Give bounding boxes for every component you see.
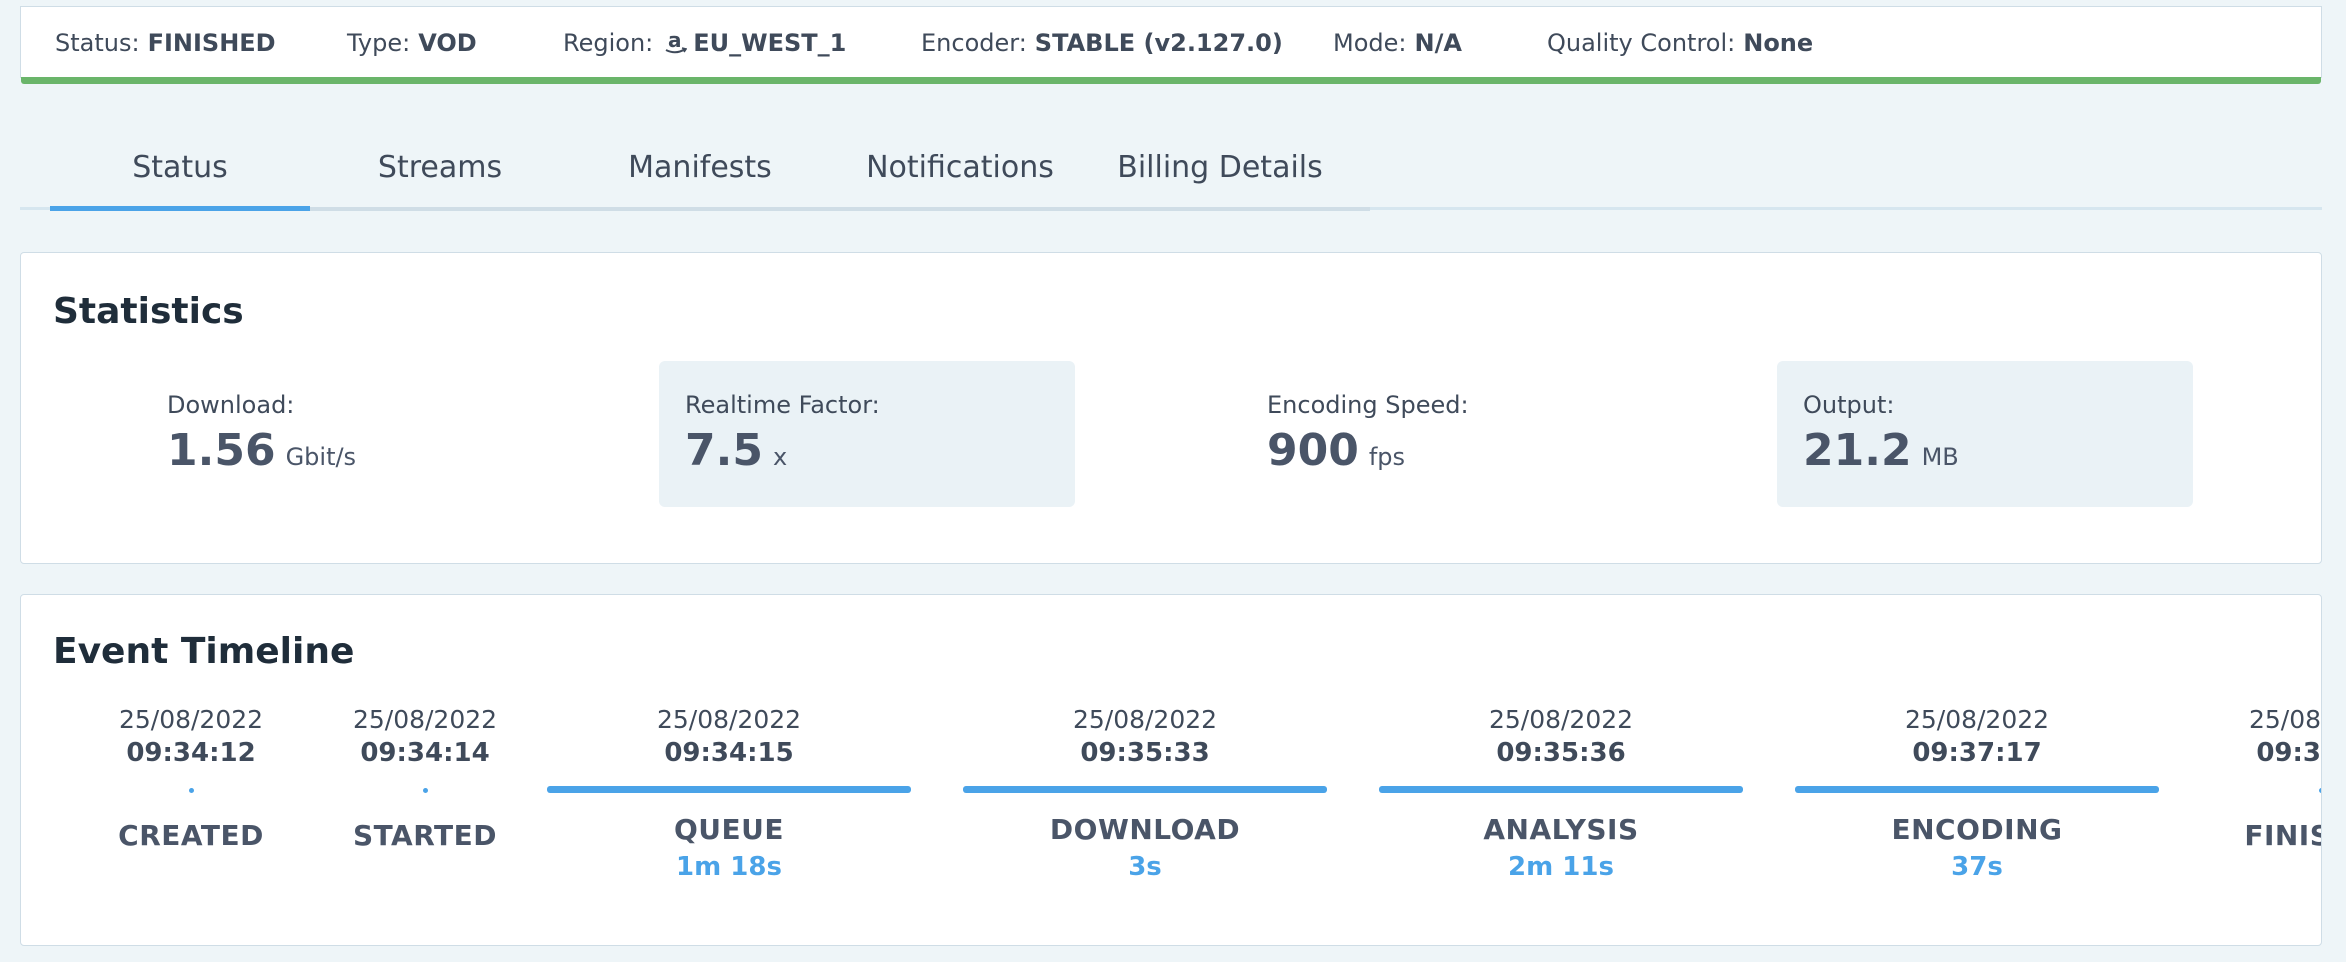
event-marker bbox=[422, 788, 428, 793]
event-marker bbox=[2318, 788, 2321, 793]
event-date: 25/08/2022 bbox=[118, 705, 264, 734]
timeline-event-finished: 25/08/2022 09:37:54 FINISHED bbox=[2211, 705, 2321, 852]
quality-control-label: Quality Control: bbox=[1547, 29, 1736, 57]
type-value: VOD bbox=[418, 29, 477, 57]
event-name: STARTED bbox=[352, 819, 498, 852]
region-field: Region: a EU_WEST_1 bbox=[563, 29, 846, 57]
event-time: 09:34:15 bbox=[664, 738, 794, 768]
event-date: 25/08/2022 bbox=[656, 705, 802, 734]
event-name: ENCODING bbox=[1891, 813, 2063, 846]
encoder-value: STABLE (v2.127.0) bbox=[1034, 29, 1283, 57]
timeline-event-queue: 25/08/2022 09:34:15 QUEUE 1m 18s bbox=[547, 705, 911, 882]
timeline-viewport: Event Timeline 25/08/2022 09:34:12 CREAT… bbox=[21, 595, 2321, 945]
region-label: Region: bbox=[563, 29, 654, 57]
stat-label: Download: bbox=[167, 391, 295, 419]
type-label: Type: bbox=[347, 29, 411, 57]
stat-value: 7.5 bbox=[685, 425, 763, 476]
stat-unit: MB bbox=[1921, 443, 1959, 471]
stat-download: Download: 1.56 Gbit/s bbox=[141, 361, 557, 507]
event-date: 25/08/2022 bbox=[1488, 705, 1634, 734]
tab-bar: Status Streams Manifests Notifications B… bbox=[20, 140, 2322, 212]
stat-value: 1.56 bbox=[167, 425, 276, 476]
event-timeline-title: Event Timeline bbox=[53, 631, 355, 672]
event-duration-bar bbox=[1795, 786, 2159, 793]
stat-unit: Gbit/s bbox=[285, 443, 357, 471]
active-tab-indicator bbox=[50, 206, 310, 211]
tab-bar-track bbox=[50, 207, 1370, 211]
encoder-field: Encoder: STABLE (v2.127.0) bbox=[921, 29, 1283, 57]
event-timeline-panel: Event Timeline 25/08/2022 09:34:12 CREAT… bbox=[20, 594, 2322, 946]
event-time: 09:37:17 bbox=[1912, 738, 2042, 768]
timeline-event-started: 25/08/2022 09:34:14 STARTED bbox=[315, 705, 535, 852]
event-duration-bar bbox=[963, 786, 1327, 793]
region-value: EU_WEST_1 bbox=[693, 29, 847, 57]
event-time: 09:35:33 bbox=[1080, 738, 1210, 768]
encoder-label: Encoder: bbox=[921, 29, 1027, 57]
event-duration: 2m 11s bbox=[1508, 852, 1614, 882]
status-label: Status: bbox=[55, 29, 140, 57]
event-name: QUEUE bbox=[673, 813, 785, 846]
amazon-icon: a bbox=[665, 30, 688, 54]
tab-notifications[interactable]: Notifications bbox=[866, 150, 1054, 185]
event-time: 09:34:12 bbox=[126, 738, 256, 768]
stat-value: 21.2 bbox=[1803, 425, 1912, 476]
stat-label: Output: bbox=[1803, 391, 1895, 419]
stat-realtime-factor: Realtime Factor: 7.5 x bbox=[659, 361, 1075, 507]
quality-control-field: Quality Control: None bbox=[1547, 29, 1813, 57]
quality-control-value: None bbox=[1743, 29, 1814, 57]
event-duration: 1m 18s bbox=[676, 852, 782, 882]
mode-label: Mode: bbox=[1333, 29, 1407, 57]
event-time: 09:37:54 bbox=[2256, 738, 2321, 768]
event-duration: 3s bbox=[1128, 852, 1162, 882]
event-date: 25/08/2022 bbox=[352, 705, 498, 734]
stat-label: Realtime Factor: bbox=[685, 391, 880, 419]
svg-text:a: a bbox=[668, 30, 682, 52]
event-duration: 37s bbox=[1951, 852, 2003, 882]
event-name: CREATED bbox=[118, 819, 264, 852]
type-field: Type: VOD bbox=[347, 29, 477, 57]
timeline-event-analysis: 25/08/2022 09:35:36 ANALYSIS 2m 11s bbox=[1379, 705, 1743, 882]
tab-billing-details[interactable]: Billing Details bbox=[1117, 150, 1323, 185]
mode-value: N/A bbox=[1414, 29, 1462, 57]
status-accent-bar bbox=[21, 77, 2321, 84]
stat-value: 900 bbox=[1267, 425, 1359, 476]
event-duration-bar bbox=[547, 786, 911, 793]
tab-status[interactable]: Status bbox=[132, 150, 228, 185]
event-name: ANALYSIS bbox=[1483, 813, 1639, 846]
event-time: 09:34:14 bbox=[360, 738, 490, 768]
event-time: 09:35:36 bbox=[1496, 738, 1626, 768]
event-name: DOWNLOAD bbox=[1049, 813, 1241, 846]
stat-encoding-speed: Encoding Speed: 900 fps bbox=[1241, 361, 1657, 507]
timeline-event-encoding: 25/08/2022 09:37:17 ENCODING 37s bbox=[1795, 705, 2159, 882]
stat-unit: x bbox=[772, 443, 788, 471]
event-date: 25/08/2022 bbox=[1072, 705, 1218, 734]
tab-streams[interactable]: Streams bbox=[377, 150, 503, 185]
statistics-title: Statistics bbox=[53, 291, 244, 332]
event-date: 25/08/2022 bbox=[2248, 705, 2321, 734]
event-duration-bar bbox=[1379, 786, 1743, 793]
timeline-event-download: 25/08/2022 09:35:33 DOWNLOAD 3s bbox=[963, 705, 1327, 882]
event-marker bbox=[188, 788, 194, 793]
status-field: Status: FINISHED bbox=[55, 29, 276, 57]
mode-field: Mode: N/A bbox=[1333, 29, 1462, 57]
timeline-event-created: 25/08/2022 09:34:12 CREATED bbox=[81, 705, 301, 852]
job-status-bar: Status: FINISHED Type: VOD Region: a EU_WE… bbox=[20, 6, 2322, 84]
tab-manifests[interactable]: Manifests bbox=[628, 150, 772, 185]
event-name: FINISHED bbox=[2244, 819, 2321, 852]
stat-unit: fps bbox=[1368, 443, 1406, 471]
status-value: FINISHED bbox=[147, 29, 276, 57]
event-date: 25/08/2022 bbox=[1904, 705, 2050, 734]
stat-output: Output: 21.2 MB bbox=[1777, 361, 2193, 507]
stat-label: Encoding Speed: bbox=[1267, 391, 1469, 419]
statistics-panel: Statistics Download: 1.56 Gbit/s Realtime… bbox=[20, 252, 2322, 564]
